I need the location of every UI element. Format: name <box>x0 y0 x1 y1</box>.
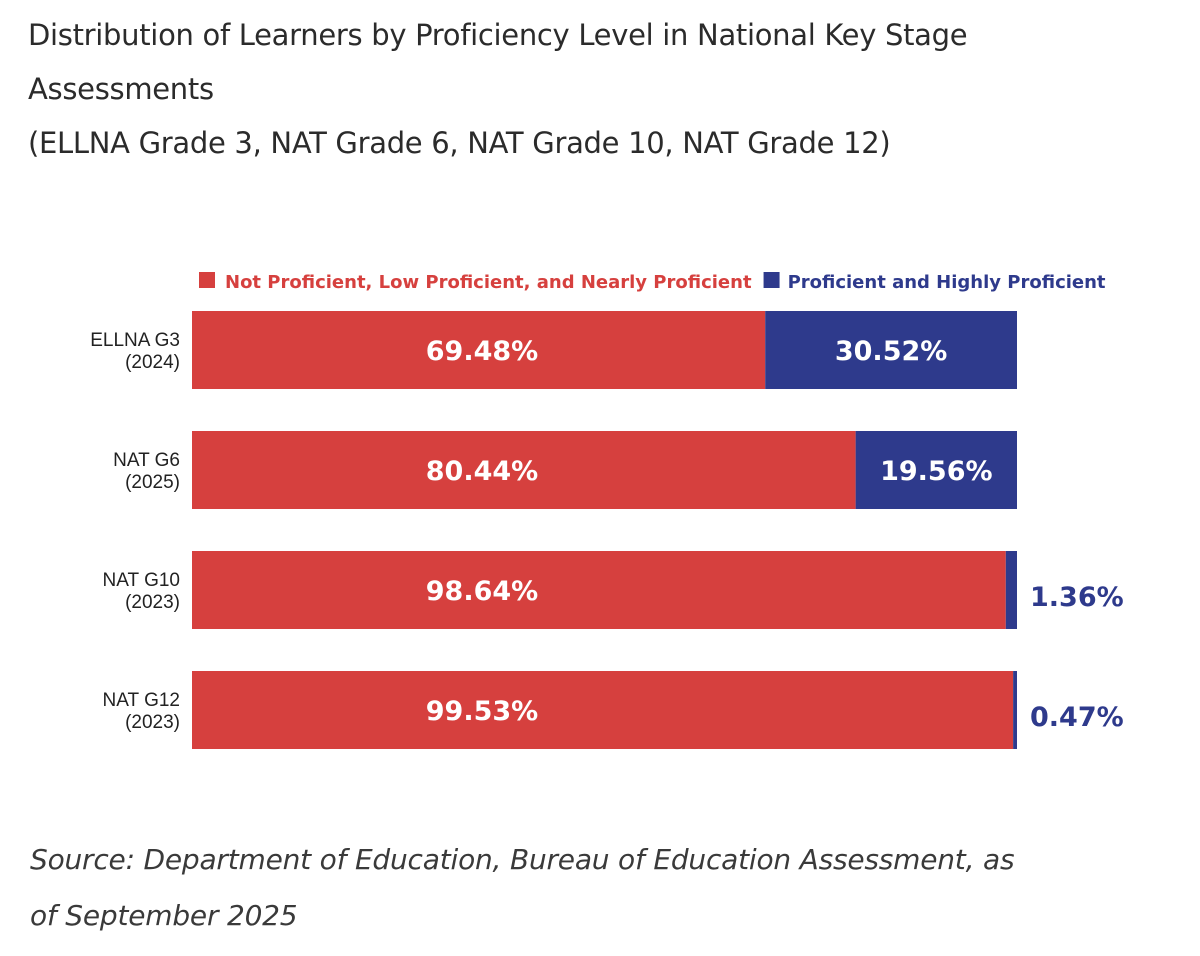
category-year-label: (2024) <box>125 352 180 373</box>
chart-title: Distribution of Learners by Proficiency … <box>28 8 1178 170</box>
bar-label-not-proficient: 99.53% <box>426 696 538 727</box>
bar-proficient <box>1013 671 1017 749</box>
chart-title-line-2: Assessments <box>28 72 214 106</box>
bar-label-proficient: 1.36% <box>1030 582 1124 613</box>
bar-proficient <box>765 311 1017 389</box>
category-label: ELLNA G3 <box>90 330 180 351</box>
bar-proficient <box>855 431 1017 509</box>
legend-label-not-proficient: Not Proficient, Low Proficient, and Near… <box>225 272 752 293</box>
category-label: NAT G12 <box>103 690 180 711</box>
bar-label-proficient: 19.56% <box>880 456 992 487</box>
legend-label-proficient: Proficient and Highly Proficient <box>788 272 1106 293</box>
chart-area: Not Proficient, Low Proficient, and Near… <box>0 250 1200 780</box>
bar-label-not-proficient: 98.64% <box>426 576 538 607</box>
bar-not-proficient <box>192 311 766 389</box>
source-line-1: Source: Department of Education, Bureau … <box>30 843 1015 876</box>
category-year-label: (2023) <box>125 712 180 733</box>
bar-proficient <box>1005 551 1017 629</box>
chart-title-line-1: Distribution of Learners by Proficiency … <box>28 18 968 52</box>
legend-swatch-proficient <box>763 272 780 288</box>
bar-label-not-proficient: 69.48% <box>426 336 538 367</box>
category-label: NAT G6 <box>113 450 180 471</box>
source-note: Source: Department of Education, Bureau … <box>30 832 1180 944</box>
stacked-bar-chart: Not Proficient, Low Proficient, and Near… <box>90 272 1124 749</box>
legend-swatch-not-proficient <box>199 272 215 288</box>
source-line-2: of September 2025 <box>30 899 298 932</box>
category-year-label: (2023) <box>125 592 180 613</box>
bar-not-proficient <box>192 431 856 509</box>
category-year-label: (2025) <box>125 472 180 493</box>
bar-not-proficient <box>192 671 1014 749</box>
bar-label-not-proficient: 80.44% <box>426 456 538 487</box>
bar-not-proficient <box>192 551 1006 629</box>
bar-label-proficient: 0.47% <box>1030 702 1124 733</box>
chart-title-line-3: (ELLNA Grade 3, NAT Grade 6, NAT Grade 1… <box>28 126 891 160</box>
category-label: NAT G10 <box>103 570 180 591</box>
bar-label-proficient: 30.52% <box>835 336 947 367</box>
